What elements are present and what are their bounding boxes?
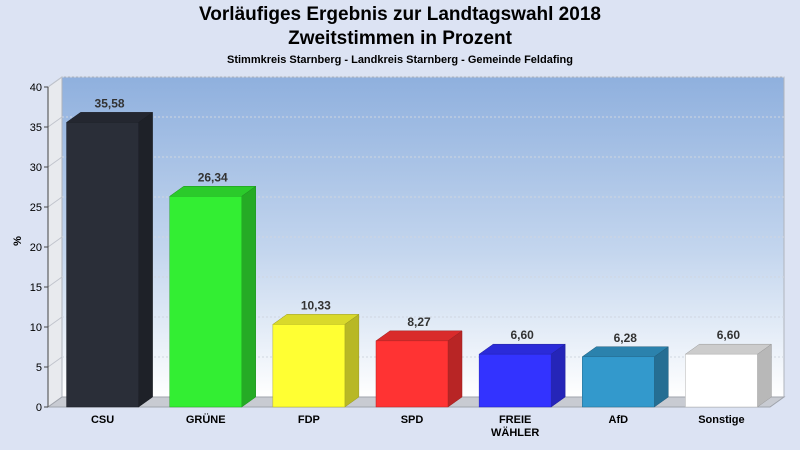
bar-side: [344, 313, 360, 408]
bar: [478, 353, 552, 408]
y-tick-label: 25: [30, 202, 42, 214]
bar-side: [757, 343, 772, 408]
bar-value-label: 6,60: [510, 328, 534, 342]
x-category-label: FREIE: [499, 414, 531, 426]
bar-top: [65, 112, 154, 123]
y-tick-label: 15: [30, 282, 42, 294]
bar: [169, 196, 242, 408]
x-category-label: Sonstige: [698, 414, 744, 426]
bar-value-label: 8,27: [407, 315, 431, 329]
gridline-side: [47, 356, 63, 368]
bar-top: [478, 343, 566, 355]
gridline-side: [47, 76, 63, 88]
bar-side: [654, 346, 669, 408]
bar-top: [272, 314, 360, 325]
bar-top: [168, 186, 257, 197]
y-tick-label: 0: [36, 402, 42, 414]
bar-side: [241, 185, 256, 408]
chart-title: Vorläufiges Ergebnis zur Landtagswahl 20…: [199, 4, 601, 25]
bar-side: [138, 111, 153, 408]
y-tick-label: 30: [30, 162, 42, 174]
bar-top: [375, 330, 463, 342]
x-category-label: CSU: [91, 414, 114, 426]
bar-value-label: 35,58: [95, 96, 125, 110]
bar-value-label: 6,28: [614, 331, 638, 345]
bar: [582, 356, 655, 408]
bar-top: [581, 346, 670, 358]
bar-value-label: 6,60: [717, 328, 741, 342]
gridline-side: [47, 156, 63, 168]
chart-title-secondary: Zweitstimmen in Prozent: [288, 28, 512, 49]
bar: [375, 340, 449, 408]
y-axis-label: %: [12, 236, 24, 246]
bar-top: [684, 343, 773, 355]
bar-side: [447, 330, 463, 408]
chart-subtitle: Stimmkreis Starnberg - Landkreis Starnbe…: [227, 54, 573, 66]
gridline-side: [47, 116, 63, 128]
bar: [685, 353, 758, 408]
bar-value-label: 10,33: [301, 298, 331, 312]
x-category-label: WÄHLER: [491, 426, 539, 439]
y-tick-label: 10: [30, 322, 42, 334]
x-category-label: FDP: [298, 414, 320, 426]
bar-side: [550, 343, 566, 408]
bar: [272, 324, 346, 408]
gridline-side: [47, 196, 63, 208]
x-category-label: AfD: [609, 414, 629, 426]
bar-value-label: 26,34: [198, 170, 228, 184]
gridline-side: [47, 236, 63, 248]
bar: [66, 122, 139, 408]
x-category-label: GRÜNE: [186, 413, 226, 426]
y-tick-label: 40: [30, 82, 42, 94]
y-tick-label: 20: [30, 242, 42, 254]
gridline-side: [47, 276, 63, 288]
y-tick-label: 5: [36, 362, 42, 374]
x-category-label: SPD: [401, 414, 424, 426]
gridline-side: [47, 316, 63, 328]
y-tick-label: 35: [30, 122, 42, 134]
